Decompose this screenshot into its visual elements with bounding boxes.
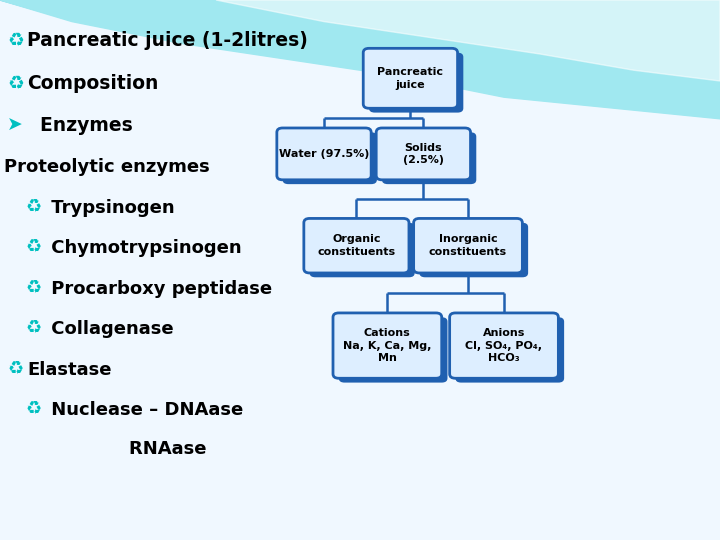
FancyBboxPatch shape: [376, 128, 471, 180]
Text: Collagenase: Collagenase: [45, 320, 174, 339]
Text: ➤: ➤: [7, 116, 23, 135]
Text: Chymotrypsinogen: Chymotrypsinogen: [45, 239, 242, 258]
Text: Elastase: Elastase: [27, 361, 112, 379]
Text: RNAase: RNAase: [54, 440, 207, 458]
Text: Trypsinogen: Trypsinogen: [45, 199, 175, 217]
Text: ♻: ♻: [25, 280, 41, 298]
Text: ♻: ♻: [25, 320, 41, 339]
Text: Solids
(2.5%): Solids (2.5%): [403, 143, 444, 165]
Text: ♻: ♻: [7, 361, 23, 379]
FancyBboxPatch shape: [449, 313, 559, 378]
FancyBboxPatch shape: [419, 222, 528, 277]
Text: Proteolytic enzymes: Proteolytic enzymes: [4, 158, 210, 177]
Text: Nuclease – DNAase: Nuclease – DNAase: [45, 401, 243, 420]
Text: Anions
Cl, SO₄, PO₄,
HCO₃: Anions Cl, SO₄, PO₄, HCO₃: [466, 328, 542, 363]
FancyBboxPatch shape: [283, 132, 377, 184]
FancyBboxPatch shape: [333, 313, 442, 378]
Text: Procarboxy peptidase: Procarboxy peptidase: [45, 280, 272, 298]
Text: Cations
Na, K, Ca, Mg,
Mn: Cations Na, K, Ca, Mg, Mn: [343, 328, 431, 363]
Text: ♻: ♻: [25, 239, 41, 258]
Text: ♻: ♻: [25, 401, 41, 420]
Text: Enzymes: Enzymes: [27, 116, 133, 135]
Text: Composition: Composition: [27, 74, 158, 93]
FancyBboxPatch shape: [339, 317, 448, 382]
FancyBboxPatch shape: [455, 317, 564, 382]
Text: ♻: ♻: [7, 74, 24, 93]
Text: Pancreatic juice (1-2litres): Pancreatic juice (1-2litres): [27, 31, 308, 50]
FancyBboxPatch shape: [363, 49, 458, 108]
Text: Inorganic
constituents: Inorganic constituents: [429, 234, 507, 257]
Polygon shape: [0, 0, 720, 97]
Text: ♻: ♻: [7, 31, 24, 50]
Text: Organic
constituents: Organic constituents: [318, 234, 395, 257]
Text: ♻: ♻: [25, 199, 41, 217]
Polygon shape: [216, 0, 720, 81]
FancyBboxPatch shape: [369, 53, 464, 113]
FancyBboxPatch shape: [304, 218, 409, 273]
Text: Water (97.5%): Water (97.5%): [279, 149, 369, 159]
FancyBboxPatch shape: [310, 222, 415, 277]
FancyBboxPatch shape: [277, 128, 372, 180]
FancyBboxPatch shape: [382, 132, 477, 184]
Polygon shape: [0, 0, 720, 119]
FancyBboxPatch shape: [413, 218, 523, 273]
Text: Pancreatic
juice: Pancreatic juice: [377, 67, 444, 90]
